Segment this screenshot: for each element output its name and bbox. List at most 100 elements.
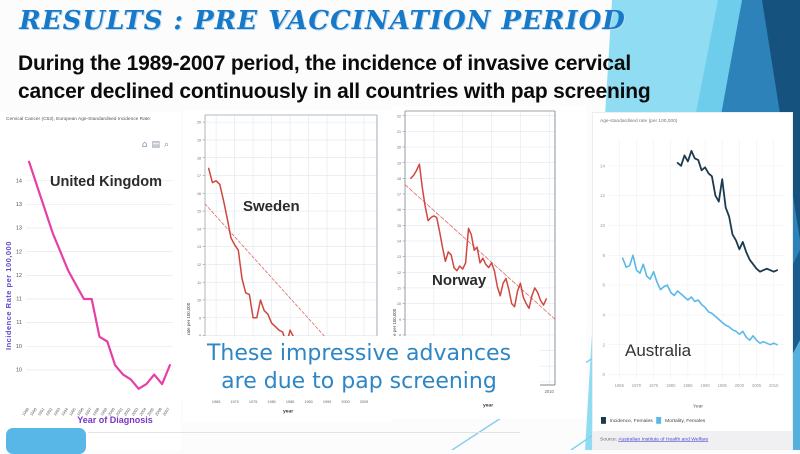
australia-legend: Incidence, Females Mortality, Females bbox=[601, 417, 787, 424]
australia-x-axis-label: Year bbox=[693, 403, 704, 409]
svg-text:1994: 1994 bbox=[60, 406, 70, 417]
svg-text:10: 10 bbox=[397, 302, 401, 306]
svg-text:1970: 1970 bbox=[632, 383, 642, 388]
svg-text:17: 17 bbox=[197, 174, 201, 178]
svg-text:16: 16 bbox=[197, 192, 201, 196]
overlay-line-2: are due to pap screening bbox=[221, 368, 497, 394]
svg-text:4: 4 bbox=[602, 313, 605, 318]
svg-text:1990: 1990 bbox=[29, 406, 39, 417]
print-icon[interactable]: ▤ bbox=[151, 140, 164, 150]
svg-text:2010: 2010 bbox=[545, 389, 555, 394]
svg-text:20: 20 bbox=[197, 121, 201, 125]
norway-x-axis-label: year bbox=[483, 402, 494, 408]
svg-text:0: 0 bbox=[602, 372, 605, 377]
svg-text:1965: 1965 bbox=[212, 400, 220, 404]
mortality-legend-label: Mortality, Females bbox=[665, 417, 706, 424]
svg-text:2003: 2003 bbox=[130, 407, 139, 417]
australia-source-bar: Source: Australian Institute of Health a… bbox=[593, 431, 792, 449]
svg-text:1998: 1998 bbox=[91, 407, 100, 417]
svg-text:1980: 1980 bbox=[267, 400, 275, 404]
australia-chart-plot: 0 2 4 6 8 10 12 14 1965 1970 1975 1980 1985 1990 1995 2… bbox=[600, 139, 784, 388]
source-link[interactable]: Australian Institute of Health and Welfa… bbox=[618, 436, 709, 442]
svg-text:6: 6 bbox=[602, 283, 605, 288]
svg-text:9: 9 bbox=[399, 318, 401, 322]
svg-text:15: 15 bbox=[397, 224, 401, 228]
svg-text:1990: 1990 bbox=[304, 400, 312, 404]
sweden-y-axis-label: rate per 100,000 bbox=[186, 302, 191, 335]
home-icon[interactable]: ⌂ bbox=[141, 140, 152, 150]
svg-text:16: 16 bbox=[397, 208, 401, 212]
svg-text:2006: 2006 bbox=[154, 407, 163, 417]
uk-chart-toolbar: ⌂▤⌕ bbox=[142, 140, 173, 150]
uk-x-axis-label: Year of Diagnosis bbox=[77, 415, 153, 425]
svg-text:2: 2 bbox=[602, 342, 605, 347]
svg-text:14: 14 bbox=[600, 163, 606, 168]
svg-text:1990: 1990 bbox=[700, 383, 710, 388]
overlay-note: These impressive advances are due to pap… bbox=[178, 336, 540, 399]
svg-text:1989: 1989 bbox=[21, 407, 30, 417]
uk-country-label: United Kingdom bbox=[50, 174, 162, 190]
svg-text:11: 11 bbox=[197, 281, 201, 285]
slide-title: RESULTS : PRE VACCINATION PERIOD bbox=[19, 6, 626, 36]
svg-text:1985: 1985 bbox=[286, 400, 294, 404]
norway-country-label: Norway bbox=[432, 272, 487, 289]
uk-y-axis-label: Incidence Rate per 100,000 bbox=[4, 241, 13, 350]
australia-chart-title: Age-standardised rate (per 100,000) bbox=[600, 118, 678, 124]
svg-text:13: 13 bbox=[16, 226, 22, 232]
subtitle-line-2: cancer declined continuously in all coun… bbox=[18, 79, 651, 103]
uk-chart-plot: 1413131212111110101989199019911992199319… bbox=[16, 160, 173, 417]
svg-text:1999: 1999 bbox=[99, 407, 108, 417]
svg-text:11: 11 bbox=[16, 320, 22, 326]
svg-text:14: 14 bbox=[197, 227, 201, 231]
australia-country-label: Australia bbox=[625, 341, 692, 360]
svg-text:1965: 1965 bbox=[615, 383, 625, 388]
svg-text:10: 10 bbox=[600, 223, 606, 228]
svg-text:2005: 2005 bbox=[360, 400, 368, 404]
svg-text:1992: 1992 bbox=[44, 407, 53, 417]
svg-text:1970: 1970 bbox=[230, 400, 238, 404]
svg-text:14: 14 bbox=[16, 178, 22, 184]
slide-subtitle: During the 1989-2007 period, the inciden… bbox=[18, 50, 651, 105]
divider-line bbox=[88, 432, 520, 433]
chart-panel-australia: Age-standardised rate (per 100,000) 0 2 4 6… bbox=[592, 112, 793, 450]
chart-panel-uk: Cervical Cancer (C53), European Age-Stan… bbox=[0, 112, 181, 450]
svg-text:2005: 2005 bbox=[146, 407, 155, 417]
norway-y-axis-label: rate per 100,000 bbox=[392, 308, 397, 341]
svg-text:1996: 1996 bbox=[76, 407, 85, 417]
svg-text:12: 12 bbox=[397, 271, 401, 275]
svg-text:1980: 1980 bbox=[666, 383, 676, 388]
chart-button[interactable] bbox=[6, 428, 86, 454]
svg-text:1991: 1991 bbox=[37, 407, 46, 417]
svg-text:20: 20 bbox=[397, 146, 401, 150]
svg-text:21: 21 bbox=[397, 130, 401, 134]
svg-text:10: 10 bbox=[197, 299, 201, 303]
incidence-legend-swatch bbox=[601, 417, 606, 424]
svg-text:18: 18 bbox=[197, 156, 201, 160]
zoom-icon[interactable]: ⌕ bbox=[163, 140, 173, 150]
svg-text:2002: 2002 bbox=[123, 407, 132, 417]
svg-text:12: 12 bbox=[16, 273, 22, 279]
svg-text:14: 14 bbox=[397, 240, 401, 244]
svg-text:1975: 1975 bbox=[649, 383, 659, 388]
overlay-line-1: These impressive advances bbox=[206, 341, 512, 366]
svg-text:8: 8 bbox=[602, 253, 605, 258]
svg-text:2000: 2000 bbox=[107, 406, 117, 417]
svg-text:17: 17 bbox=[397, 193, 401, 197]
svg-text:13: 13 bbox=[197, 245, 201, 249]
svg-text:2005: 2005 bbox=[752, 383, 762, 388]
svg-text:12: 12 bbox=[600, 193, 606, 198]
svg-text:1995: 1995 bbox=[718, 383, 728, 388]
sweden-x-axis-label: year bbox=[283, 408, 294, 414]
svg-text:13: 13 bbox=[397, 255, 401, 259]
svg-text:1993: 1993 bbox=[52, 407, 61, 417]
svg-text:13: 13 bbox=[16, 202, 22, 208]
source-prefix: Source: bbox=[600, 436, 619, 442]
svg-text:2001: 2001 bbox=[115, 407, 124, 417]
svg-text:2007: 2007 bbox=[162, 407, 171, 417]
svg-text:2000: 2000 bbox=[341, 400, 349, 404]
sweden-country-label: Sweden bbox=[243, 198, 300, 215]
svg-text:2010: 2010 bbox=[769, 383, 779, 388]
svg-text:1995: 1995 bbox=[68, 407, 77, 417]
subtitle-line-1: During the 1989-2007 period, the inciden… bbox=[18, 52, 631, 75]
australia-source: Source: Australian Institute of Health a… bbox=[600, 436, 786, 442]
